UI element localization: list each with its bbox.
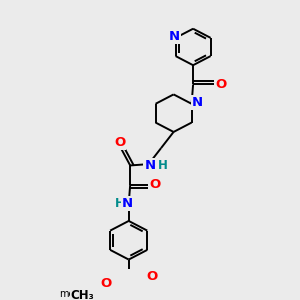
Text: O: O	[147, 271, 158, 284]
Text: N: N	[192, 96, 203, 109]
Text: O: O	[114, 136, 125, 149]
Text: O: O	[215, 78, 227, 91]
Text: O: O	[149, 178, 160, 191]
Text: CH₃: CH₃	[71, 289, 94, 300]
Text: N: N	[122, 197, 133, 210]
Text: H: H	[158, 159, 167, 172]
Text: N: N	[145, 159, 156, 172]
Text: N: N	[169, 30, 180, 43]
Text: O: O	[100, 277, 112, 290]
Text: H: H	[115, 197, 125, 210]
Text: methyl: methyl	[59, 290, 94, 299]
